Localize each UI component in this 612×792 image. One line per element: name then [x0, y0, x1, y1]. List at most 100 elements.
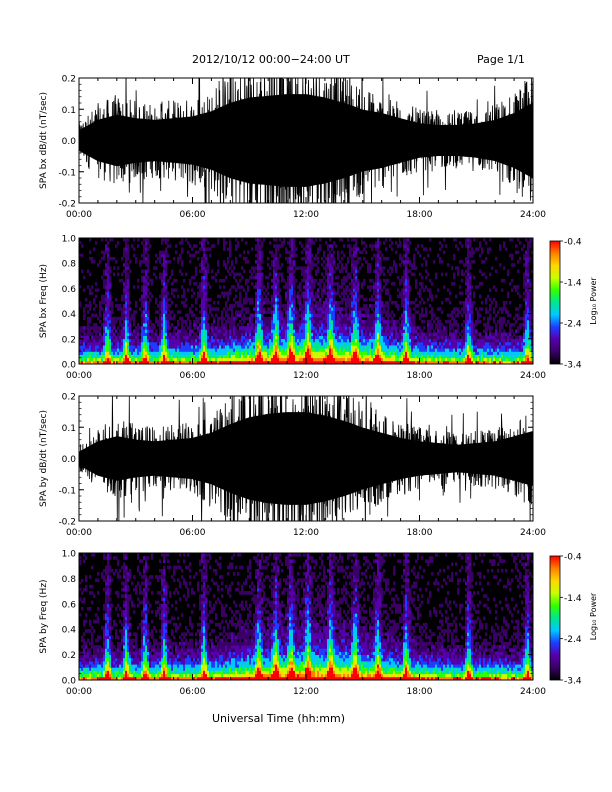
spectrogram-cell — [87, 357, 90, 362]
spectrogram-cell — [433, 329, 436, 333]
spectrogram-cell — [217, 335, 220, 340]
spectrogram-cell — [249, 354, 252, 359]
spectrogram-cell — [219, 329, 222, 333]
spectrogram-cell — [317, 307, 320, 311]
spectrogram-cell — [373, 345, 376, 349]
spectrogram-cell — [205, 285, 208, 289]
spectrogram-cell — [101, 307, 104, 311]
spectrogram-cell — [125, 253, 128, 258]
spectrogram-cell — [233, 272, 236, 277]
spectrogram-cell — [303, 338, 306, 343]
spectrogram-cell — [367, 335, 370, 340]
spectrogram-cell — [277, 307, 280, 311]
spectrogram-cell — [277, 326, 280, 330]
spectrogram-cell — [201, 288, 204, 292]
spectrogram-cell — [229, 288, 232, 292]
spectrogram-cell — [337, 307, 340, 311]
spectrogram-cell — [327, 294, 330, 299]
spectrogram-cell — [123, 335, 126, 340]
spectrogram-cell — [227, 354, 230, 359]
spectrogram-cell — [339, 357, 342, 362]
spectrogram-cell — [241, 266, 244, 270]
spectrogram-cell — [257, 304, 260, 308]
spectrogram-cell — [317, 260, 320, 264]
spectrogram-cell — [207, 326, 210, 330]
spectrogram-cell — [251, 323, 254, 327]
spectrogram-cell — [89, 326, 92, 330]
spectrogram-cell — [153, 341, 156, 346]
spectrogram-cell — [181, 338, 184, 343]
spectrogram-cell — [273, 278, 276, 283]
spectrogram-cell — [161, 282, 164, 286]
spectrogram-cell — [295, 253, 298, 258]
spectrogram-cell — [463, 348, 466, 352]
spectrogram-cell — [189, 310, 192, 314]
spectrogram-cell — [283, 238, 286, 242]
spectrogram-cell — [159, 323, 162, 327]
spectrogram-cell — [257, 326, 260, 330]
spectrogram-cell — [153, 266, 156, 270]
spectrogram-cell — [121, 313, 124, 318]
spectrogram-cell — [105, 351, 108, 355]
spectrogram-cell — [291, 244, 294, 248]
spectrogram-cell — [375, 357, 378, 362]
spectrogram-cell — [301, 335, 304, 340]
spectrogram-cell — [167, 260, 170, 264]
spectrogram-cell — [345, 297, 348, 302]
spectrogram-cell — [185, 357, 188, 362]
spectrogram-cell — [201, 307, 204, 311]
spectrogram-cell — [101, 357, 104, 362]
spectrogram-cell — [165, 301, 168, 305]
spectrogram-cell — [229, 316, 232, 321]
spectrogram-cell — [307, 253, 310, 258]
spectrogram-cell — [245, 316, 248, 321]
spectrogram-cell — [307, 247, 310, 251]
spectrogram-cell — [389, 345, 392, 349]
spectrogram-cell — [405, 291, 408, 296]
spectrogram-cell — [265, 329, 268, 333]
spectrogram-cell — [233, 285, 236, 289]
spectrogram-cell — [405, 266, 408, 270]
spectrogram-cell — [125, 272, 128, 277]
spectrogram-cell — [203, 326, 206, 330]
spectrogram-cell — [109, 348, 112, 352]
spectrogram-cell — [207, 351, 210, 355]
spectrogram-cell — [281, 348, 284, 352]
spectrogram-cell — [143, 304, 146, 308]
spectrogram-cell — [145, 329, 148, 333]
spectrogram-cell — [391, 357, 394, 362]
spectrogram-cell — [303, 291, 306, 296]
spectrogram-cell — [127, 294, 130, 299]
spectrogram-cell — [205, 307, 208, 311]
spectrogram-cell — [279, 301, 282, 305]
spectrogram-cell — [335, 341, 338, 346]
spectrogram-cell — [105, 297, 108, 302]
spectrogram-cell — [415, 357, 418, 362]
spectrogram-cell — [87, 285, 90, 289]
spectrogram-cell — [197, 250, 200, 255]
spectrogram-cell — [361, 285, 364, 289]
spectrogram-cell — [289, 332, 292, 336]
spectrogram-cell — [105, 288, 108, 292]
spectrogram-cell — [287, 301, 290, 305]
spectrogram-cell — [469, 335, 472, 340]
spectrogram-cell — [105, 341, 108, 346]
spectrogram-cell — [315, 351, 318, 355]
spectrogram-cell — [345, 345, 348, 349]
spectrogram-cell — [231, 310, 234, 314]
spectrogram-cell — [225, 332, 228, 336]
spectrogram-cell — [283, 338, 286, 343]
spectrogram-cell — [287, 275, 290, 280]
spectrogram-cell — [113, 338, 116, 343]
spectrogram-cell — [259, 341, 262, 346]
spectrogram-cell — [377, 301, 380, 305]
spectrogram-cell — [79, 351, 82, 355]
spectrogram-cell — [203, 256, 206, 261]
spectrogram-cell — [467, 360, 470, 365]
spectrogram-cell — [469, 360, 472, 365]
spectrogram-cell — [85, 354, 88, 359]
spectrogram-cell — [267, 310, 270, 314]
spectrogram-cell — [461, 329, 464, 333]
spectrogram-cell — [219, 294, 222, 299]
spectrogram-cell — [243, 338, 246, 343]
